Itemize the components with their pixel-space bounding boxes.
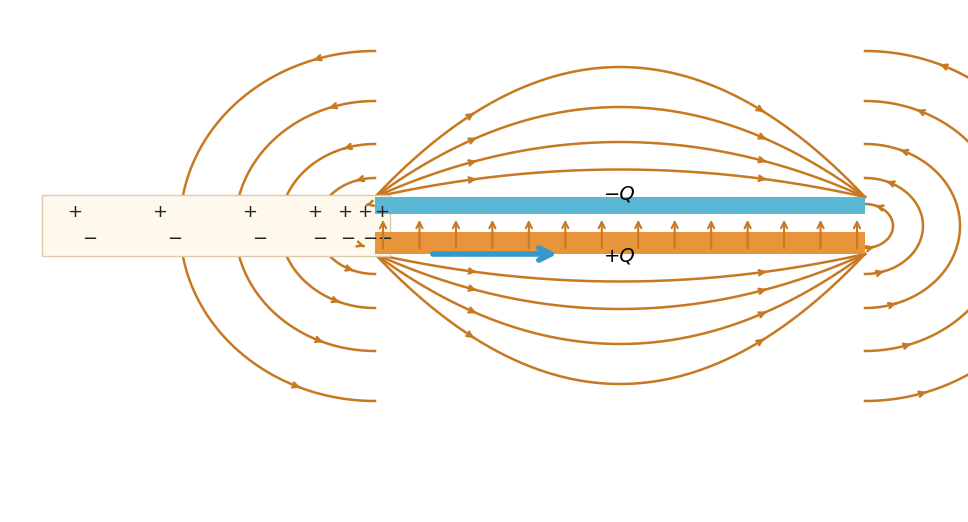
Bar <box>42 195 390 256</box>
Text: −: − <box>341 230 355 248</box>
Bar <box>375 197 865 214</box>
Text: −: − <box>313 230 327 248</box>
Text: +: + <box>338 203 352 221</box>
Text: +Q: +Q <box>604 247 636 266</box>
Text: +: + <box>375 203 389 221</box>
Text: +: + <box>357 203 373 221</box>
Text: +: + <box>308 203 322 221</box>
Text: −: − <box>378 230 393 248</box>
Text: −: − <box>82 230 98 248</box>
Text: +: + <box>68 203 82 221</box>
Text: −Q: −Q <box>604 185 636 204</box>
Bar <box>375 232 865 254</box>
Text: +: + <box>243 203 257 221</box>
Text: +: + <box>153 203 167 221</box>
Text: −: − <box>167 230 183 248</box>
Text: −: − <box>362 230 378 248</box>
Text: −: − <box>253 230 267 248</box>
